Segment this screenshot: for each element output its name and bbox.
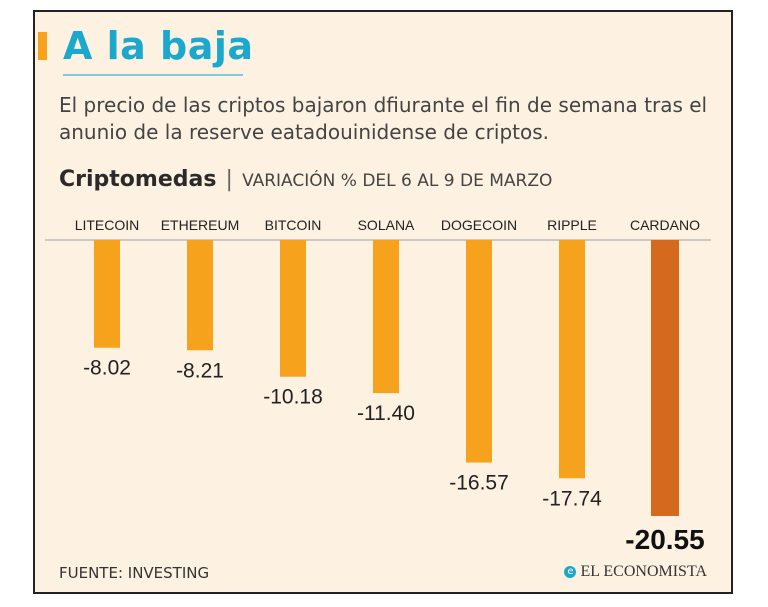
bar-dogecoin — [466, 240, 492, 463]
data-label: -16.57 — [449, 472, 509, 495]
bar-bitcoin — [280, 240, 306, 377]
e-logo-icon: e — [564, 566, 577, 578]
chart-heading: Criptomedas | VARIACIÓN % DEL 6 AL 9 DE … — [59, 167, 552, 192]
chart-subtitle: VARIACIÓN % DEL 6 AL 9 DE MARZO — [242, 171, 553, 191]
x-tick-label: CARDANO — [630, 217, 700, 233]
page-subtitle: El precio de las criptos bajaron dfiuran… — [59, 93, 708, 144]
bar-ripple — [559, 240, 585, 479]
data-label: -8.21 — [176, 359, 224, 382]
x-tick-label: SOLANA — [358, 217, 415, 233]
data-label: -17.74 — [542, 487, 602, 510]
infographic-card: A la baja El precio de las criptos bajar… — [33, 10, 733, 594]
x-tick-label: BITCOIN — [265, 217, 322, 233]
bar-ethereum — [187, 240, 213, 351]
data-label: -10.18 — [263, 386, 323, 409]
bar-solana — [373, 240, 399, 394]
data-label: -11.40 — [357, 402, 415, 425]
x-tick-label: ETHEREUM — [161, 217, 240, 233]
bar-litecoin — [94, 240, 120, 348]
bar-cardano — [651, 240, 679, 516]
x-tick-label: RIPPLE — [547, 217, 597, 233]
chart-title: Criptomedas — [59, 167, 217, 192]
x-tick-label: LITECOIN — [75, 217, 140, 233]
brand-name: EL ECONOMISTA — [580, 563, 707, 580]
chart-heading-separator: | — [225, 167, 233, 192]
data-label: -8.02 — [83, 357, 131, 380]
source-note: FUENTE: INVESTING — [59, 564, 210, 582]
title-accent-bar — [38, 32, 47, 60]
brand-logo: e EL ECONOMISTA — [564, 563, 707, 581]
bar-chart: LITECOIN -8.02 ETHEREUM -8.21 BITCOIN -10.18 S… — [45, 217, 711, 555]
title-underline — [63, 74, 243, 76]
page-title: A la baja — [63, 24, 254, 68]
x-tick-label: DOGECOIN — [441, 217, 517, 233]
data-label: -20.55 — [625, 524, 704, 555]
